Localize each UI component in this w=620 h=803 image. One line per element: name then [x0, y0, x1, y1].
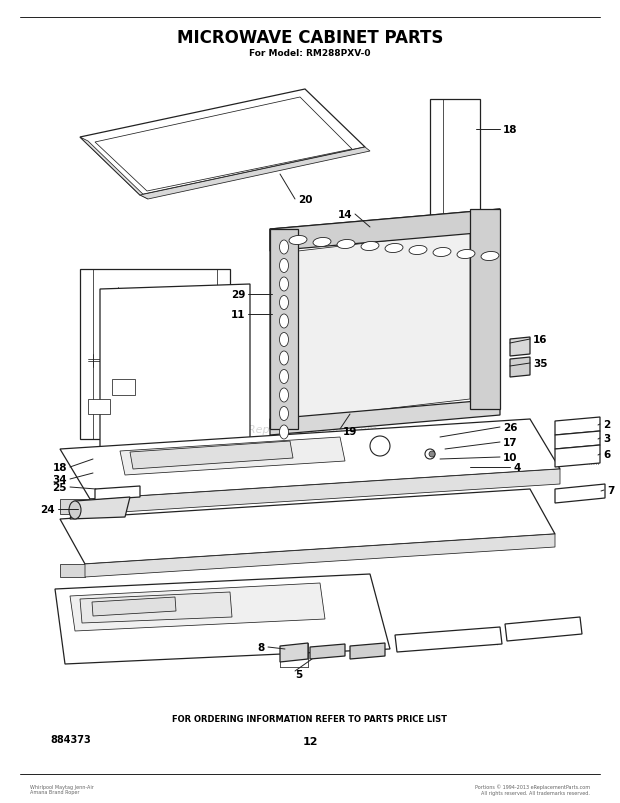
Text: 17: 17: [503, 438, 518, 447]
Ellipse shape: [280, 241, 288, 255]
Polygon shape: [90, 470, 560, 515]
Text: 6: 6: [603, 450, 610, 459]
Polygon shape: [270, 400, 500, 435]
Ellipse shape: [457, 251, 475, 259]
Polygon shape: [92, 597, 176, 616]
Polygon shape: [555, 446, 600, 467]
Ellipse shape: [481, 252, 499, 261]
Polygon shape: [80, 270, 230, 439]
Text: 10: 10: [503, 452, 518, 463]
Polygon shape: [80, 138, 148, 200]
Ellipse shape: [337, 240, 355, 249]
Polygon shape: [140, 148, 370, 200]
Text: Portions © 1994-2013 eReplacementParts.com
All rights reserved. All trademarks r: Portions © 1994-2013 eReplacementParts.c…: [475, 783, 590, 795]
Text: 20: 20: [298, 195, 312, 205]
Text: 34: 34: [52, 475, 67, 484]
Polygon shape: [95, 487, 140, 500]
Text: 14: 14: [337, 210, 352, 220]
Text: FOR ORDERING INFORMATION REFER TO PARTS PRICE LIST: FOR ORDERING INFORMATION REFER TO PARTS …: [172, 715, 448, 724]
Text: 19: 19: [343, 426, 357, 437]
Polygon shape: [120, 438, 345, 475]
Text: 8: 8: [258, 642, 265, 652]
Ellipse shape: [280, 333, 288, 347]
Polygon shape: [70, 583, 325, 631]
Polygon shape: [510, 357, 530, 377]
Text: 18: 18: [53, 463, 67, 472]
Text: 24: 24: [40, 504, 55, 515]
Text: 25: 25: [53, 483, 67, 492]
Polygon shape: [430, 100, 480, 310]
Text: MICROWAVE CABINET PARTS: MICROWAVE CABINET PARTS: [177, 29, 443, 47]
Ellipse shape: [280, 278, 288, 291]
Ellipse shape: [361, 243, 379, 251]
Text: 35: 35: [533, 359, 547, 369]
Ellipse shape: [280, 370, 288, 384]
Polygon shape: [298, 232, 470, 419]
Polygon shape: [80, 593, 232, 623]
Polygon shape: [70, 497, 130, 520]
Polygon shape: [55, 574, 390, 664]
Text: 16: 16: [533, 335, 547, 344]
Ellipse shape: [280, 296, 288, 310]
Polygon shape: [505, 618, 582, 642]
Ellipse shape: [289, 236, 307, 245]
Text: 884373: 884373: [50, 734, 91, 744]
Text: 11: 11: [231, 310, 245, 320]
Polygon shape: [60, 419, 560, 499]
Ellipse shape: [385, 244, 403, 253]
Polygon shape: [95, 98, 352, 192]
Polygon shape: [470, 210, 500, 410]
Ellipse shape: [313, 238, 331, 247]
Ellipse shape: [69, 501, 81, 520]
Text: 4: 4: [513, 463, 520, 472]
Text: 7: 7: [607, 485, 614, 495]
Polygon shape: [280, 643, 308, 662]
Text: 26: 26: [503, 422, 518, 433]
Polygon shape: [395, 627, 502, 652]
Circle shape: [429, 451, 435, 458]
Polygon shape: [555, 431, 600, 450]
Polygon shape: [430, 310, 485, 316]
Polygon shape: [60, 489, 555, 565]
Text: For Model: RM288PXV-0: For Model: RM288PXV-0: [249, 50, 371, 59]
Text: 5: 5: [295, 669, 303, 679]
Ellipse shape: [433, 248, 451, 257]
Text: 12: 12: [303, 736, 317, 746]
Polygon shape: [555, 418, 600, 435]
Polygon shape: [310, 644, 345, 659]
Text: 3: 3: [603, 434, 610, 443]
Polygon shape: [350, 643, 385, 659]
Ellipse shape: [280, 426, 288, 439]
Ellipse shape: [280, 389, 288, 402]
Polygon shape: [555, 484, 605, 503]
Polygon shape: [88, 400, 110, 414]
Text: eReplacementParts.com: eReplacementParts.com: [242, 425, 378, 434]
Polygon shape: [510, 337, 530, 357]
Polygon shape: [270, 210, 500, 251]
Polygon shape: [60, 565, 85, 577]
Circle shape: [370, 437, 390, 456]
Polygon shape: [100, 284, 250, 459]
Polygon shape: [270, 210, 500, 430]
Polygon shape: [270, 230, 298, 430]
Ellipse shape: [280, 315, 288, 328]
Ellipse shape: [280, 259, 288, 273]
Polygon shape: [80, 90, 365, 196]
Polygon shape: [130, 442, 293, 470]
Ellipse shape: [409, 247, 427, 255]
Polygon shape: [60, 499, 90, 515]
Polygon shape: [85, 534, 555, 577]
Circle shape: [425, 450, 435, 459]
Text: Whirlpool Maytag Jenn-Air
Amana Brand Roper: Whirlpool Maytag Jenn-Air Amana Brand Ro…: [30, 784, 94, 794]
Polygon shape: [112, 380, 135, 396]
Ellipse shape: [280, 407, 288, 421]
Text: 2: 2: [603, 419, 610, 430]
Text: 18: 18: [503, 124, 518, 135]
Ellipse shape: [280, 352, 288, 365]
Text: 29: 29: [231, 290, 245, 300]
